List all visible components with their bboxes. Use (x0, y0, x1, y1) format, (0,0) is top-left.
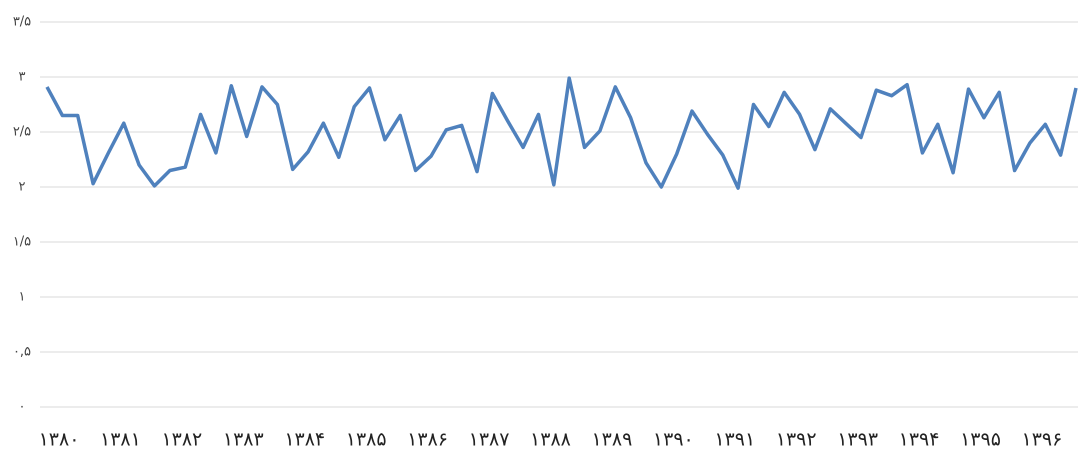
x-tick-label: ۱۳۹۳ (837, 429, 878, 451)
x-tick-label: ۱۳۸۳ (223, 429, 264, 451)
x-tick-label: ۱۳۸۲ (161, 429, 202, 451)
x-tick-label: ۱۳۸۶ (407, 429, 448, 451)
y-tick-label: ۳ (19, 70, 26, 85)
y-tick-label: ۱ (19, 290, 26, 305)
x-tick-label: ۱۳۹۴ (899, 429, 940, 451)
x-tick-label: ۱۳۸۸ (530, 429, 571, 451)
y-tick-label: ۰ (19, 400, 26, 415)
x-tick-label: ۱۳۸۰ (39, 429, 80, 451)
y-tick-label: ۱/۵ (13, 235, 31, 250)
x-tick-label: ۱۳۸۷ (469, 429, 510, 451)
y-tick-label: ۳/۵ (13, 15, 31, 30)
x-tick-label: ۱۳۸۹ (591, 429, 632, 451)
x-tick-label: ۱۳۸۵ (346, 429, 387, 451)
x-tick-label: ۱۳۸۱ (100, 429, 141, 451)
y-tick-label: ۰,۵ (13, 345, 31, 360)
x-tick-label: ۱۳۹۶ (1022, 429, 1063, 451)
x-tick-label: ۱۳۹۵ (960, 429, 1001, 451)
x-tick-label: ۱۳۹۰ (653, 429, 694, 451)
line-series (45, 76, 1078, 190)
y-tick-label: ۲ (19, 180, 26, 195)
x-tick-label: ۱۳۹۲ (776, 429, 817, 451)
x-tick-label: ۱۳۸۴ (284, 429, 325, 451)
x-tick-label: ۱۳۹۱ (714, 429, 755, 451)
y-tick-label: ۲/۵ (13, 125, 31, 140)
